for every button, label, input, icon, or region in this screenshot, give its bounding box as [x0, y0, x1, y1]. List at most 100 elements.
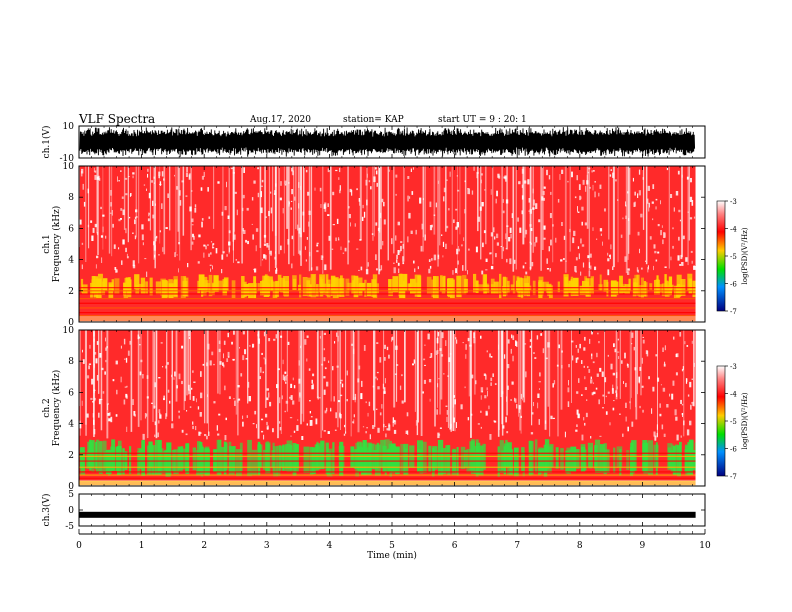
g-spec1-white-streak [512, 166, 515, 272]
g-spec1-noise-speck [657, 224, 660, 227]
g-spec1-band-patch [543, 281, 549, 291]
g-spec1-noise-speck [247, 240, 249, 245]
g-spec2-noise-speck [86, 375, 90, 379]
g-spec2-noise-speck [340, 394, 343, 397]
g-spec1-white-streak [259, 166, 262, 248]
g-spec1-noise-speck [354, 223, 356, 227]
g-spec1-white-streak [295, 166, 297, 230]
g-spec1-noise-speck [627, 191, 629, 194]
g-spec1-noise-speck [125, 228, 127, 234]
g-spec2-noise-speck [689, 420, 692, 426]
g-spec1-noise-speck [339, 185, 341, 191]
g-spec1-noise-speck [565, 260, 567, 262]
g-spec2-noise-speck [363, 345, 366, 351]
g-spec2-band-patch [400, 444, 405, 473]
g-spec2-noise-speck [598, 399, 600, 405]
g-spec1-band-patch [307, 277, 311, 297]
g-spec1-noise-speck [90, 220, 93, 223]
g-spec1-white-streak [485, 166, 487, 245]
ch3-ylabel: ch.3(V) [41, 494, 52, 527]
g-spec1-noise-speck [649, 236, 652, 240]
g-spec1-noise-speck [690, 178, 692, 183]
g-spec2-noise-speck [266, 397, 269, 401]
g-spec2-noise-speck [596, 373, 599, 377]
g-spec2-noise-speck [681, 368, 684, 372]
g-spec2-noise-speck [601, 371, 604, 377]
time-tick-label: 4 [327, 541, 333, 551]
g-spec1-band-patch [292, 278, 297, 290]
g-spec2-noise-speck [279, 397, 281, 404]
g-spec1-noise-speck [398, 268, 400, 273]
g-spec2-noise-speck [90, 397, 93, 400]
g-spec1-noise-speck [546, 258, 548, 264]
g-spec1-noise-speck [625, 201, 626, 206]
g-spec2-noise-speck [612, 407, 615, 411]
g-spec1-white-streak [347, 166, 349, 265]
g-spec2-noise-speck [158, 420, 160, 424]
g-spec1-noise-speck [198, 234, 201, 238]
g-spec2-noise-speck [423, 358, 426, 361]
g-spec1-white-streak [228, 166, 230, 254]
g-spec1-noise-speck [135, 216, 138, 218]
time-tick-label: 0 [76, 541, 82, 551]
g-spec2-band-patch [667, 447, 672, 468]
g-spec2-noise-speck [209, 360, 212, 366]
g-spec2-noise-speck [550, 415, 553, 420]
g-spec1-noise-speck [609, 174, 612, 177]
g-spec2-noise-speck [261, 418, 264, 421]
g-spec1-noise-speck [143, 184, 146, 186]
g-spec1-noise-speck [571, 171, 573, 178]
g-spec1-band-patch [410, 278, 416, 294]
g-spec1-noise-speck [685, 257, 688, 262]
g-spec1-noise-speck [500, 246, 502, 248]
g-spec2-white-streak [298, 330, 300, 402]
g-spec2-band-patch [643, 442, 649, 474]
g-spec1-noise-speck [375, 222, 378, 226]
g-spec2-white-streak [350, 330, 352, 437]
g-spec1-white-streak [297, 166, 300, 254]
g-spec1-noise-speck [456, 222, 459, 228]
g-spec1-white-streak [182, 166, 185, 236]
g-spec2-noise-speck [609, 422, 611, 426]
g-spec1-band-patch [464, 278, 468, 293]
g-spec2-white-streak [396, 330, 398, 402]
g-spec1-noise-speck [178, 268, 179, 273]
g-spec2-noise-speck [584, 422, 586, 426]
g-spec1-noise-speck [578, 184, 581, 190]
g-spec1-noise-speck [161, 203, 163, 209]
g-spec2-noise-speck [218, 413, 221, 416]
g-spec1-noise-speck [228, 230, 231, 234]
g-spec1-noise-speck [654, 250, 657, 254]
g-spec1-noise-speck [127, 256, 129, 259]
g-spec1-noise-speck [122, 239, 125, 245]
g-spec1-noise-speck [335, 169, 338, 172]
g-spec2-noise-speck [385, 433, 387, 438]
g-spec2-noise-speck [602, 407, 604, 409]
g-spec2-noise-speck [82, 359, 85, 364]
g-spec1-noise-speck [282, 208, 284, 214]
g-spec1-white-streak [138, 166, 140, 264]
g-spec2-noise-speck [664, 345, 666, 351]
g-spec1-noise-speck [468, 188, 470, 195]
g-spec2-noise-speck [105, 347, 107, 351]
g-spec1-noise-speck [146, 188, 147, 191]
g-spec2-white-streak [640, 330, 642, 396]
g-spec1-band-patch [82, 284, 88, 294]
g-spec1-noise-speck [655, 206, 657, 210]
g-spec2-band-patch [111, 439, 116, 471]
g-spec2-noise-speck [200, 392, 203, 399]
g-spec1-band-patch [417, 275, 422, 297]
g-spec2-noise-speck [285, 400, 288, 404]
g-spec2-white-streak [175, 330, 178, 402]
g-spec1-noise-speck [393, 262, 395, 264]
g-spec1-noise-speck [535, 203, 538, 209]
g-spec2-noise-speck [195, 426, 197, 431]
g-spec1-noise-speck [255, 245, 257, 252]
g-spec2-white-streak [571, 330, 572, 403]
g-spec1-noise-speck [428, 259, 431, 262]
g-spec1-noise-speck [689, 196, 693, 202]
g-spec1-noise-speck [201, 221, 203, 228]
g-spec1-noise-speck [452, 270, 454, 275]
g-spec1-ytick-label: 10 [63, 162, 75, 172]
g-spec2-noise-speck [334, 429, 337, 431]
